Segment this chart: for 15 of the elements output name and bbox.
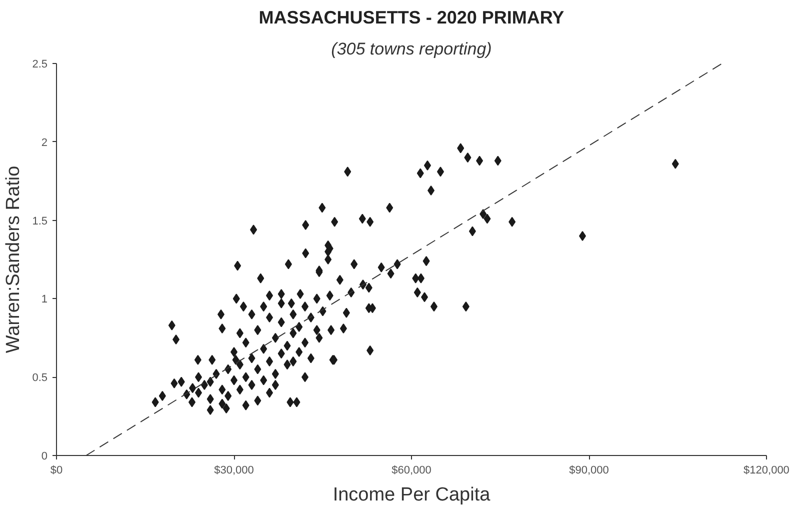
- y-tick-label: 0.5: [32, 372, 48, 384]
- x-tick-label: $0: [50, 464, 63, 476]
- chart-subtitle: (305 towns reporting): [331, 40, 492, 58]
- y-tick-label: 2: [41, 136, 48, 149]
- y-tick-label: 0: [41, 450, 48, 462]
- y-axis-title: Warren:Sanders Ratio: [3, 166, 24, 354]
- x-tick-label: $90,000: [569, 464, 609, 476]
- chart-title: MASSACHUSETTS - 2020 PRIMARY: [258, 8, 564, 28]
- y-tick-label: 1.5: [32, 215, 48, 228]
- x-tick-label: $120,000: [744, 464, 790, 476]
- x-axis-title: Income Per Capita: [332, 484, 491, 506]
- y-tick-label: 1: [41, 294, 48, 306]
- x-tick-label: $60,000: [392, 464, 432, 476]
- x-tick-label: $30,000: [214, 464, 254, 476]
- y-tick-label: 2.5: [32, 58, 48, 70]
